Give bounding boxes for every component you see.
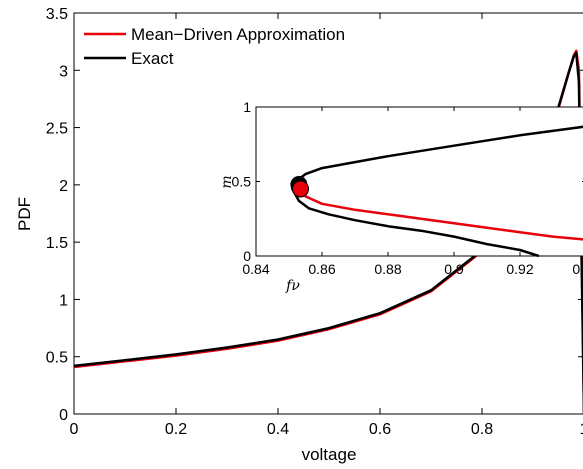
- main-y-tick-label: 0.5: [46, 350, 68, 367]
- inset-y-axis-label: m: [219, 175, 235, 188]
- x-axis-label: voltage: [302, 445, 357, 464]
- main-y-tick-label: 0: [59, 407, 68, 424]
- main-tick-group: 0 0.2 0.4 0.6 0.8 1 0 0.5 1 1.5 2 2.5 3 3.5: [46, 6, 583, 438]
- main-y-tick-label: 1: [59, 292, 68, 309]
- inset-y-tick-label: 0.5: [232, 174, 252, 190]
- main-y-tick-label: 2: [59, 178, 68, 195]
- y-axis-label: PDF: [15, 197, 34, 231]
- inset-y-tick-label: 0: [243, 248, 251, 264]
- inset-y-tick-label: 1: [243, 99, 251, 115]
- inset-x-tick-label: 0.86: [308, 261, 335, 277]
- inset-tick-group: 0.84 0.86 0.88 0.9 0.92 0.94 0 0.5 1: [232, 99, 583, 277]
- inset-x-tick-label: 0.88: [374, 261, 401, 277]
- inset-marker-1: [292, 180, 310, 198]
- inset-x-axis-label: fν: [285, 278, 300, 294]
- main-y-tick-label: 3.5: [46, 6, 68, 23]
- legend-label-approx: Mean−Driven Approximation: [131, 25, 345, 44]
- legend: Mean−Driven Approximation Exact: [84, 25, 345, 68]
- main-x-tick-label: 0.4: [267, 421, 289, 438]
- main-x-tick-label: 0.6: [369, 421, 391, 438]
- inset-series-line-0: [291, 125, 583, 258]
- main-x-tick-label: 1: [580, 421, 583, 438]
- main-x-tick-label: 0: [70, 421, 79, 438]
- main-x-tick-label: 0.8: [471, 421, 493, 438]
- main-y-tick-label: 2.5: [46, 121, 68, 138]
- legend-label-exact: Exact: [131, 49, 174, 68]
- main-y-tick-label: 1.5: [46, 235, 68, 252]
- inset-x-tick-label: 0.92: [506, 261, 533, 277]
- main-y-tick-label: 3: [59, 63, 68, 80]
- main-x-tick-label: 0.2: [165, 421, 187, 438]
- inset-x-tick-label: 0.84: [242, 261, 269, 277]
- inset-x-tick-label: 0.94: [572, 261, 583, 277]
- inset-series-group: [290, 125, 583, 258]
- inset-series-line-1: [297, 188, 583, 241]
- inset-x-tick-label: 0.9: [444, 261, 464, 277]
